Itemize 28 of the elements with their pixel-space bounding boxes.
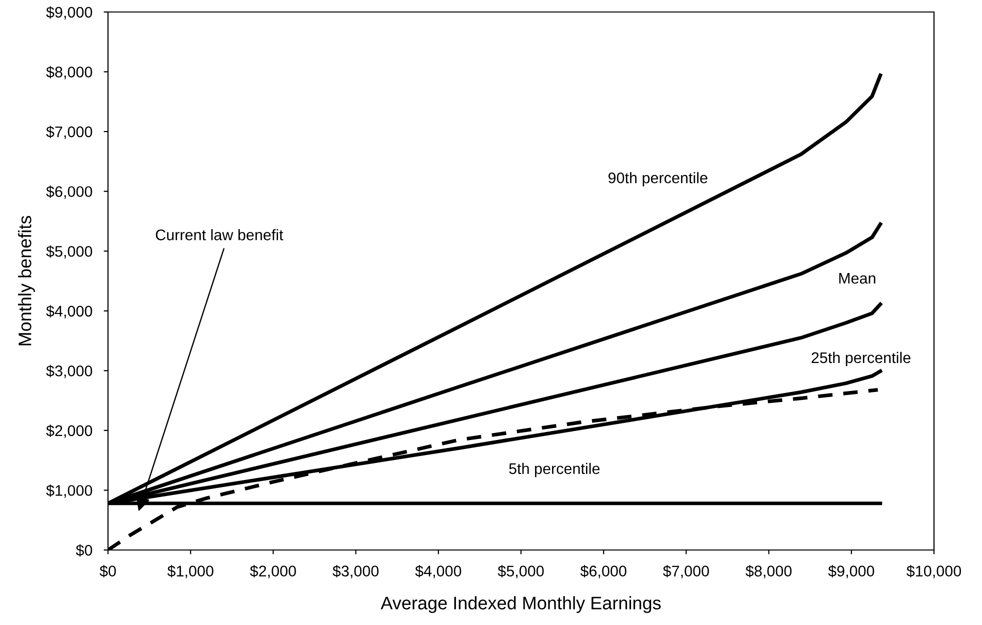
y-tick-label: $4,000 <box>46 305 92 318</box>
x-tick-label: $9,000 <box>828 565 874 578</box>
x-tick-label: $7,000 <box>663 565 709 578</box>
series-label: 5th percentile <box>509 462 600 478</box>
series-label: 90th percentile <box>608 172 708 186</box>
y-tick-label: $8,000 <box>46 66 92 80</box>
y-tick-label: $1,000 <box>46 484 92 498</box>
series-label: Mean <box>839 273 876 284</box>
y-tick-label: $2,000 <box>46 424 92 438</box>
y-tick-label: $3,000 <box>46 364 92 378</box>
series-label: 25th percentile <box>812 352 910 366</box>
y-tick-label: $7,000 <box>46 126 92 140</box>
x-tick-label: $10,000 <box>906 565 962 578</box>
y-tick-label: $9,000 <box>46 6 92 20</box>
y-tick-label: $6,000 <box>46 186 92 199</box>
x-tick-label: $2,000 <box>250 565 296 578</box>
x-tick-label: $8,000 <box>746 565 792 578</box>
x-tick-label: $3,000 <box>332 565 379 578</box>
x-tick-label: $5,000 <box>498 565 544 578</box>
annotation: Current law benefit <box>156 229 284 240</box>
y-tick-label: $5,000 <box>46 245 92 259</box>
y-tick-label: $0 <box>76 544 92 557</box>
x-tick-label: $4,000 <box>415 565 462 578</box>
x-tick-label: $0 <box>100 565 116 578</box>
x-tick-label: $1,000 <box>167 565 214 578</box>
y-axis-title: Monthly benefits <box>18 216 35 346</box>
x-axis-title: Average Indexed Monthly Earnings <box>380 596 661 614</box>
x-tick-label: $6,000 <box>580 565 626 578</box>
